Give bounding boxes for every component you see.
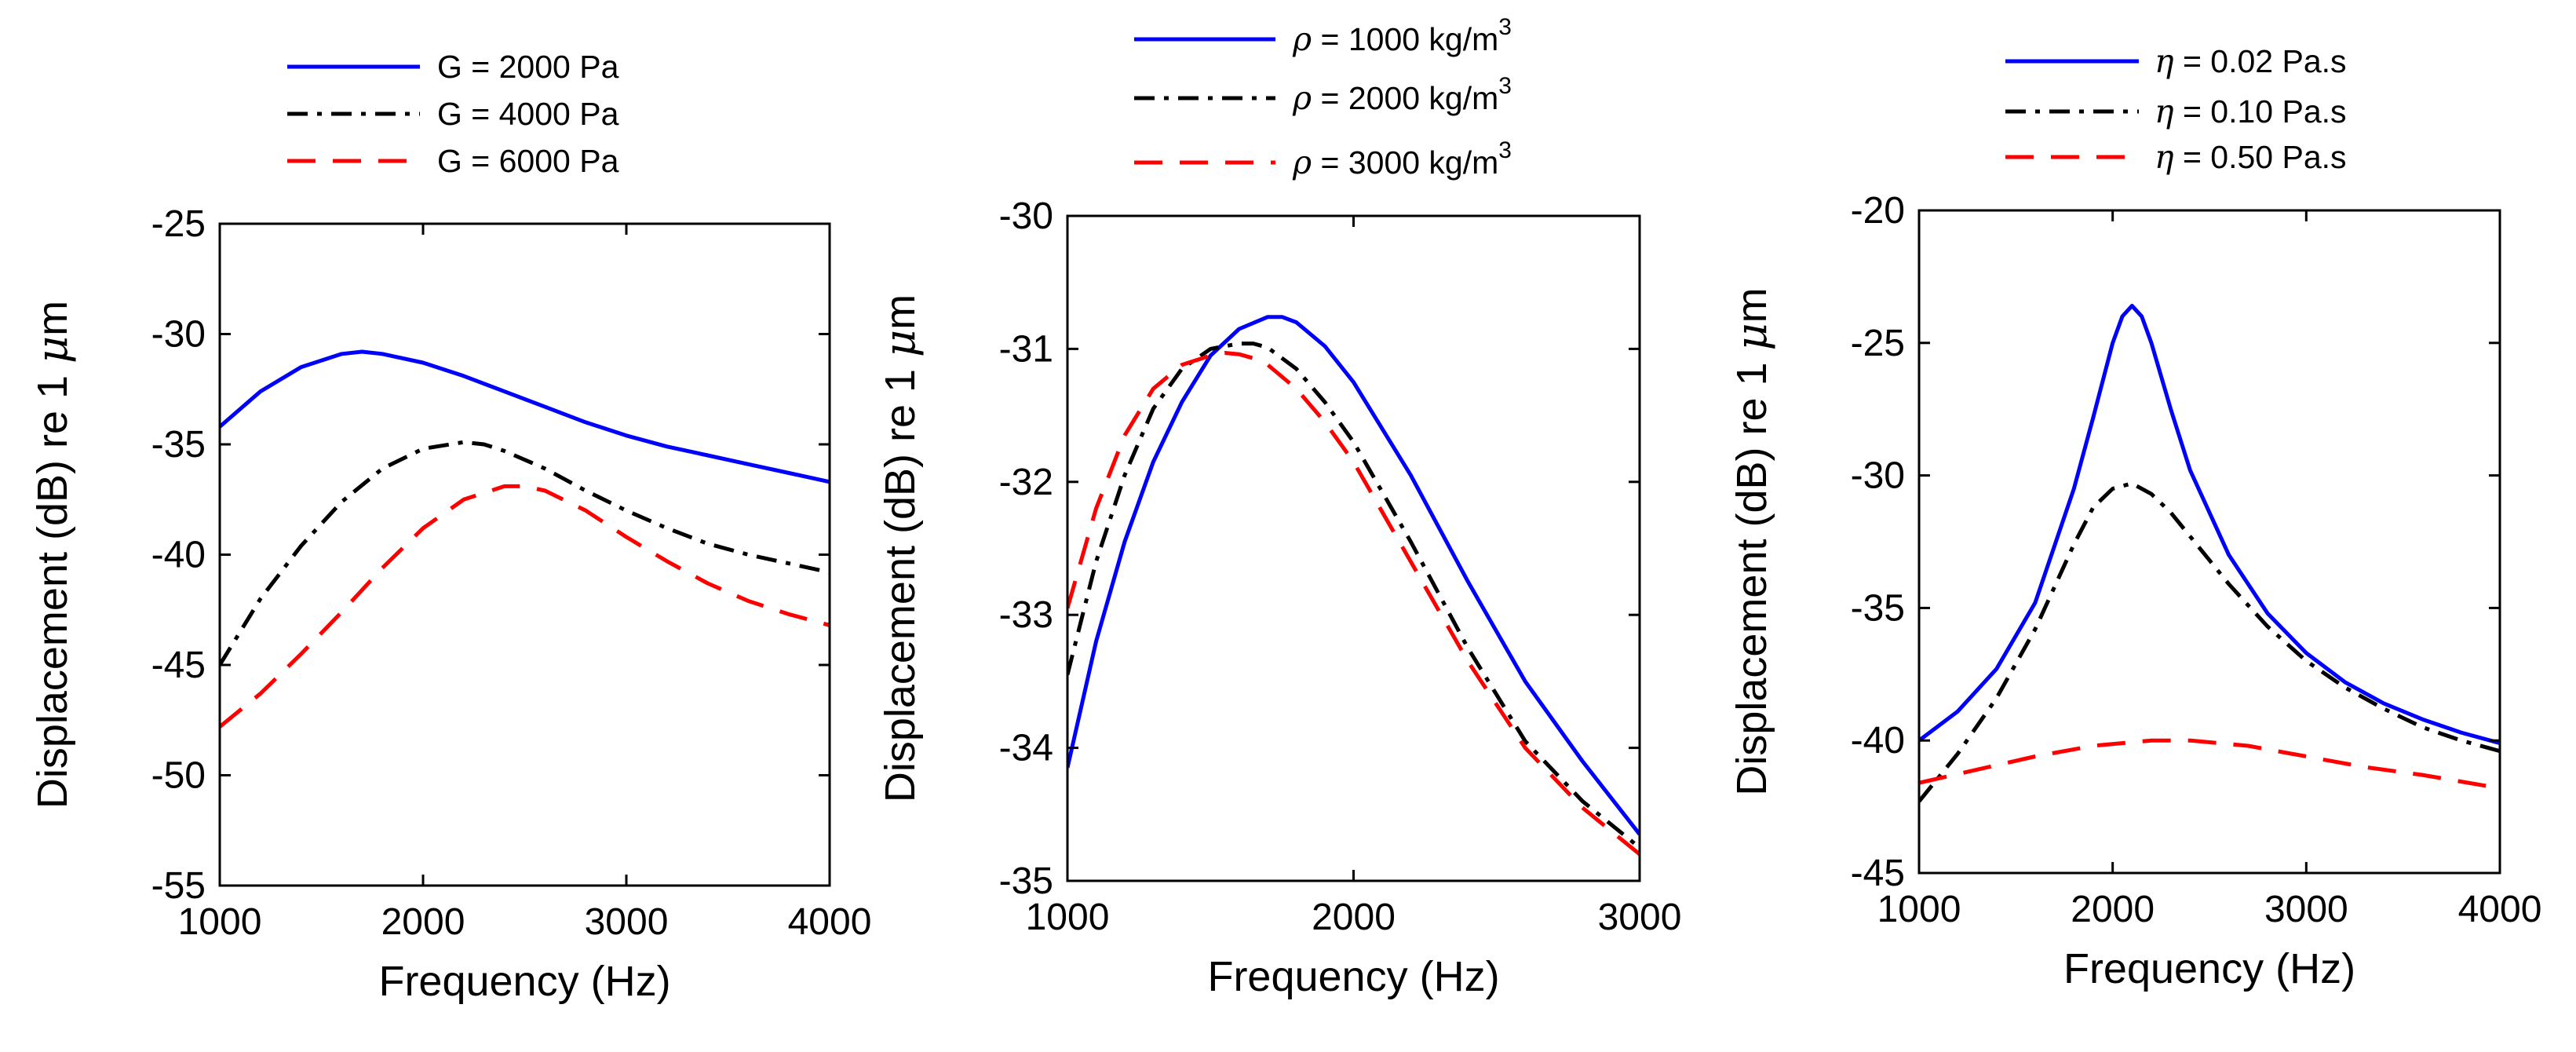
- y-axis-label-mu: μ: [875, 330, 925, 357]
- y-axis-label: Displacement (dB) re 1 μm: [27, 301, 77, 809]
- legend-superscript: 3: [1498, 14, 1512, 40]
- legend-param: ρ: [1292, 144, 1312, 181]
- y-tick-label: -32: [999, 462, 1053, 503]
- legend-value: = 3000 kg/m: [1312, 144, 1498, 181]
- chart-2: 1000 2000 3000 -30 -31 -32 -33 -34 -35 Frequency …: [875, 14, 1681, 1000]
- series-line-3: [1919, 738, 2500, 791]
- legend-value: = 4000 Pa: [462, 96, 619, 132]
- legend-value: = 2000 Pa: [462, 49, 619, 85]
- legend-label-2: ρ = 2000 kg/m3: [1292, 73, 1512, 117]
- chart-1: 1000 2000 3000 4000 -25 -30 -35 -40 -45 -50 -55 Fre…: [27, 49, 871, 1005]
- y-tick-label: -33: [999, 594, 1053, 636]
- y-tick-label: -35: [999, 860, 1053, 902]
- legend-label-1: G = 2000 Pa: [437, 49, 619, 85]
- series-line-2: [1919, 481, 2500, 803]
- x-tick-label: 2000: [381, 901, 465, 943]
- y-tick-label: -30: [999, 195, 1053, 237]
- y-axis-label-unit: m: [877, 294, 924, 330]
- legend-label-3: G = 6000 Pa: [437, 143, 619, 179]
- legend-label-2: η = 0.10 Pa.s: [2155, 93, 2347, 130]
- x-tick-label: 1000: [1026, 897, 1110, 938]
- y-tick-label: -25: [151, 203, 206, 245]
- legend-value: = 1000 kg/m: [1312, 21, 1498, 57]
- y-tick-label: -45: [1851, 853, 1905, 894]
- legend-value: = 2000 kg/m: [1312, 80, 1498, 116]
- y-tick-label: -34: [999, 728, 1053, 769]
- legend-param: G: [437, 96, 462, 132]
- x-tick-label: 2000: [2071, 889, 2155, 930]
- y-tick-label: -40: [1851, 720, 1905, 762]
- legend-superscript: 3: [1498, 73, 1512, 99]
- y-tick-label: -35: [1851, 587, 1905, 629]
- plot-frame: [1917, 209, 2501, 875]
- legend-param: η: [2155, 93, 2174, 130]
- series-line-1: [1067, 315, 1640, 836]
- legend-value: = 6000 Pa: [462, 143, 619, 179]
- series-line-1: [220, 349, 830, 484]
- y-axis-label-unit: m: [29, 301, 76, 336]
- y-tick-label: -50: [151, 755, 206, 797]
- series-line-2: [220, 440, 830, 667]
- x-tick-label: 4000: [2458, 889, 2542, 930]
- x-tick-label: 4000: [788, 901, 872, 943]
- y-axis-label-mu: μ: [27, 336, 77, 363]
- y-tick-label: -35: [151, 424, 206, 466]
- y-axis-label: Displacement (dB) re 1 μm: [875, 294, 925, 802]
- y-axis-label-text: Displacement (dB) re 1: [29, 363, 76, 809]
- series-line-3: [220, 484, 830, 729]
- plot-frame: [218, 222, 831, 887]
- legend: η = 0.02 Pa.sη = 0.10 Pa.sη = 0.50 Pa.s: [2005, 42, 2347, 176]
- series-line-1: [1919, 304, 2500, 746]
- legend-param: η: [2155, 42, 2174, 80]
- legend-superscript: 3: [1498, 137, 1512, 163]
- y-tick-label: -30: [151, 314, 206, 356]
- y-axis-label-text: Displacement (dB) re 1: [877, 357, 924, 802]
- legend-label-1: η = 0.02 Pa.s: [2155, 42, 2347, 80]
- x-axis-label: Frequency (Hz): [2063, 945, 2355, 992]
- y-axis-label-mu: μ: [1727, 323, 1776, 350]
- legend-value: = 0.02 Pa.s: [2174, 43, 2347, 79]
- x-tick-label: 3000: [1598, 897, 1682, 938]
- legend-value: = 0.50 Pa.s: [2174, 139, 2347, 175]
- legend: ρ = 1000 kg/m3ρ = 2000 kg/m3ρ = 3000 kg/…: [1134, 14, 1512, 181]
- legend-value: = 0.10 Pa.s: [2174, 93, 2347, 130]
- x-axis-label: Frequency (Hz): [378, 958, 670, 1005]
- x-tick-label: 3000: [2264, 889, 2348, 930]
- x-tick-label: 1000: [1877, 889, 1961, 930]
- legend-label-3: ρ = 3000 kg/m3: [1292, 137, 1512, 181]
- legend-label-1: ρ = 1000 kg/m3: [1292, 14, 1512, 58]
- series-line-2: [1067, 342, 1640, 849]
- legend: G = 2000 PaG = 4000 PaG = 6000 Pa: [287, 49, 619, 179]
- chart-3: 1000 2000 3000 4000 -20 -25 -30 -35 -40 -45 Freque…: [1727, 42, 2541, 992]
- x-tick-label: 1000: [178, 901, 262, 943]
- y-tick-label: -25: [1851, 323, 1905, 364]
- legend-param: η: [2155, 138, 2174, 176]
- series-line-3: [1067, 351, 1640, 857]
- x-tick-label: 3000: [585, 901, 669, 943]
- legend-label-3: η = 0.50 Pa.s: [2155, 138, 2347, 176]
- legend-param: ρ: [1292, 79, 1312, 117]
- x-axis-label: Frequency (Hz): [1207, 953, 1499, 1000]
- plot-frame: [1066, 214, 1641, 882]
- legend-param: G: [437, 49, 462, 85]
- y-tick-label: -20: [1851, 190, 1905, 232]
- y-tick-label: -40: [151, 535, 206, 576]
- legend-param: G: [437, 143, 462, 179]
- y-axis-label-text: Displacement (dB) re 1: [1728, 350, 1775, 795]
- y-tick-label: -55: [151, 865, 206, 907]
- y-tick-label: -45: [151, 645, 206, 686]
- y-tick-label: -30: [1851, 455, 1905, 497]
- legend-param: ρ: [1292, 20, 1312, 58]
- legend-label-2: G = 4000 Pa: [437, 96, 619, 132]
- y-axis-label: Displacement (dB) re 1 μm: [1727, 287, 1776, 795]
- y-tick-label: -31: [999, 328, 1053, 370]
- y-axis-label-unit: m: [1728, 287, 1775, 323]
- x-tick-label: 2000: [1312, 897, 1396, 938]
